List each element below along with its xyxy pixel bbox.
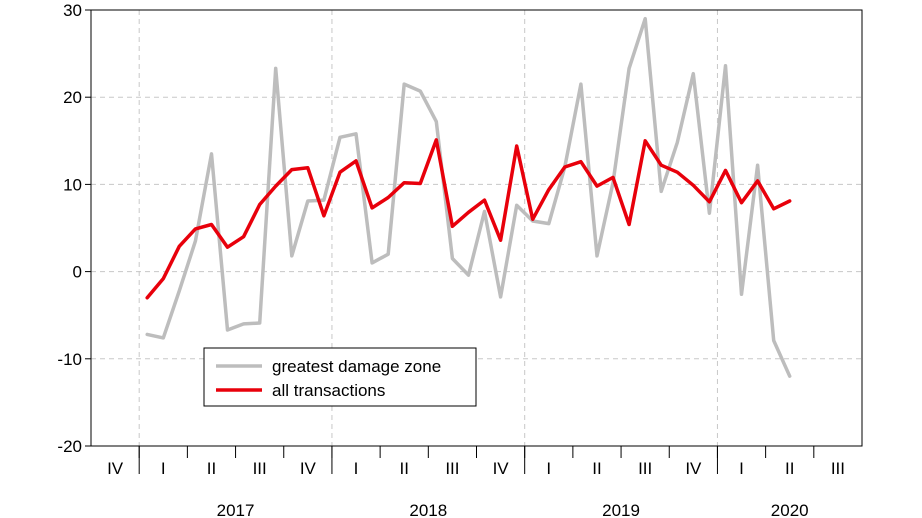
x-tick-label: II <box>399 459 408 478</box>
legend-box <box>203 347 477 407</box>
year-label: 2018 <box>409 501 447 518</box>
x-tick-label: IV <box>107 459 124 478</box>
series-line-all-transactions <box>145 138 792 300</box>
legend: greatest damage zone all transactions <box>203 347 477 407</box>
x-tick-label: IV <box>300 459 317 478</box>
y-tick-label: -20 <box>57 437 82 456</box>
x-tick-label: III <box>831 459 845 478</box>
x-tick-label: I <box>161 459 166 478</box>
x-tick-label: I <box>546 459 551 478</box>
x-tick-label: II <box>207 459 216 478</box>
x-tick-label: IV <box>685 459 702 478</box>
x-tick-label: III <box>445 459 459 478</box>
series-layer <box>145 16 792 378</box>
x-tick-label: III <box>638 459 652 478</box>
x-tick-label: I <box>354 459 359 478</box>
x-tick-label: II <box>592 459 601 478</box>
x-tick-label: II <box>785 459 794 478</box>
x-tick-label: IV <box>493 459 510 478</box>
legend-label-all-transactions: all transactions <box>272 381 385 400</box>
y-tick-label: 20 <box>63 88 82 107</box>
y-tick-label: -10 <box>57 350 82 369</box>
series-line-greatest-damage-zone <box>145 16 792 378</box>
legend-label-greatest-damage-zone: greatest damage zone <box>272 357 441 376</box>
y-tick-label: 0 <box>73 263 82 282</box>
x-tick-label: I <box>739 459 744 478</box>
year-label: 2017 <box>217 501 255 518</box>
y-tick-label: 30 <box>63 1 82 20</box>
x-tick-label: III <box>253 459 267 478</box>
year-label: 2019 <box>602 501 640 518</box>
y-tick-label: 10 <box>63 175 82 194</box>
year-label: 2020 <box>771 501 809 518</box>
